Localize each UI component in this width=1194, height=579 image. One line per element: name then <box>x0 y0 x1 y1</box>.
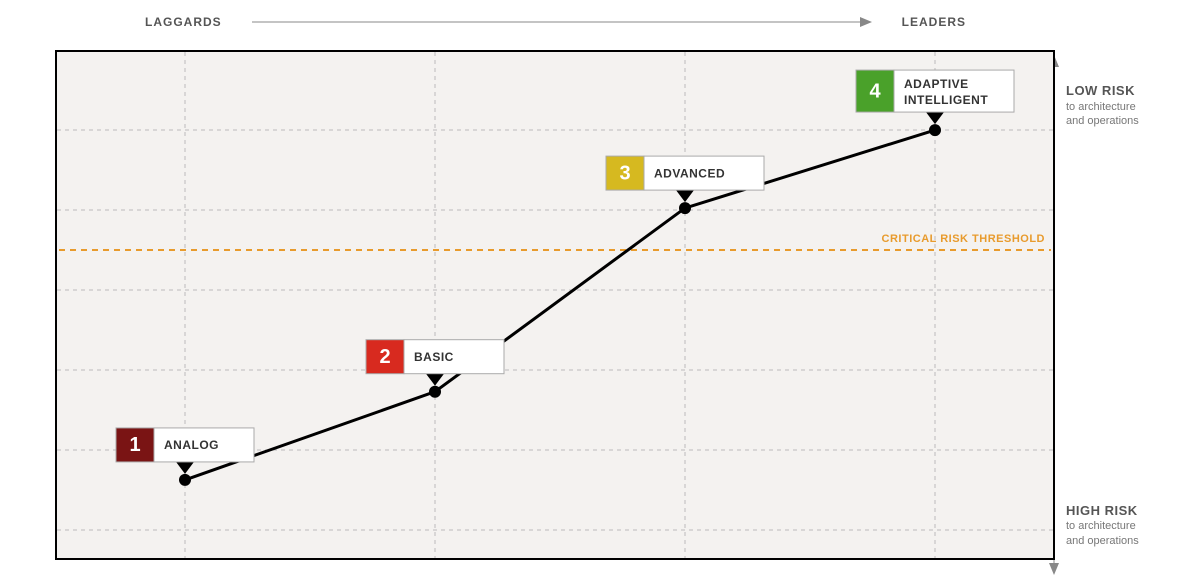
high-risk-title: HIGH RISK <box>1066 502 1182 520</box>
top-axis-arrow <box>252 16 872 28</box>
svg-text:INTELLIGENT: INTELLIGENT <box>904 93 988 107</box>
top-axis-right-label: LEADERS <box>902 15 966 29</box>
top-axis: LAGGARDS LEADERS <box>145 10 1094 34</box>
low-risk-title: LOW RISK <box>1066 82 1182 100</box>
maturity-chart: LAGGARDS LEADERS MATURITY LEVEL SECURITY… <box>0 0 1194 579</box>
high-risk-block: HIGH RISK to architecture and operations <box>1066 502 1182 549</box>
svg-text:BASIC: BASIC <box>414 350 454 364</box>
svg-text:4: 4 <box>869 80 881 102</box>
plot-area: CRITICAL RISK THRESHOLD 1 ANALOG 2 BASIC 3 AD… <box>55 50 1055 560</box>
svg-text:ADAPTIVE: ADAPTIVE <box>904 77 969 91</box>
svg-text:2: 2 <box>379 346 390 368</box>
svg-text:CRITICAL RISK THRESHOLD: CRITICAL RISK THRESHOLD <box>882 233 1045 245</box>
low-risk-block: LOW RISK to architecture and operations <box>1066 82 1182 129</box>
svg-text:ANALOG: ANALOG <box>164 438 219 452</box>
svg-text:3: 3 <box>619 162 630 184</box>
svg-text:1: 1 <box>129 434 140 456</box>
top-axis-left-label: LAGGARDS <box>145 15 222 29</box>
high-risk-sub: to architecture and operations <box>1066 519 1182 549</box>
low-risk-sub: to architecture and operations <box>1066 100 1182 130</box>
svg-text:ADVANCED: ADVANCED <box>654 166 725 180</box>
